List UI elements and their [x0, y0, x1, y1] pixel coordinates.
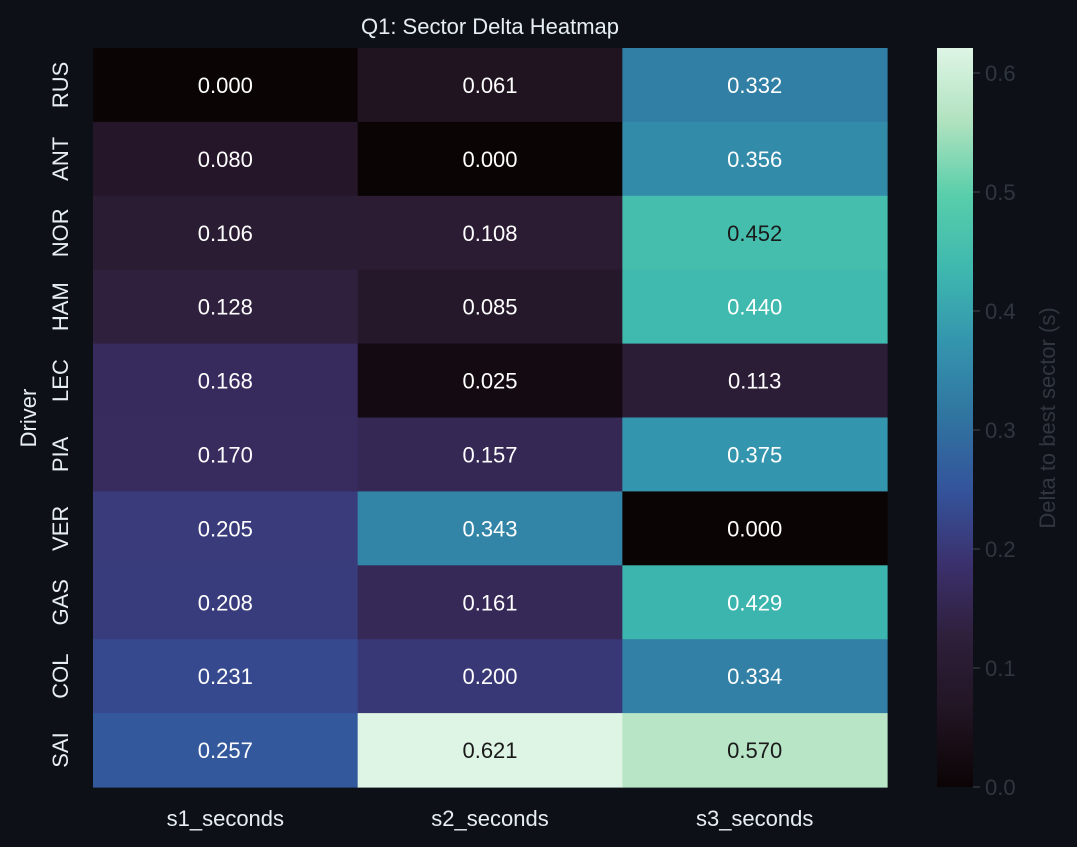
cell-value-label: 0.000	[198, 73, 253, 98]
heatmap-cell	[357, 639, 623, 714]
cell-value-label: 0.170	[198, 442, 253, 467]
cell-value-label: 0.343	[462, 516, 517, 541]
colorbar-tick-label: 0.6	[985, 61, 1016, 86]
cell-value-label: 0.128	[198, 295, 253, 320]
heatmap-cell	[357, 417, 623, 492]
cell-value-label: 0.168	[198, 369, 253, 394]
row-tick-label: HAM	[48, 282, 73, 331]
cell-value-label: 0.108	[462, 221, 517, 246]
cell-value-label: 0.000	[462, 147, 517, 172]
cell-value-label: 0.200	[462, 664, 517, 689]
heatmap-cell	[622, 269, 888, 345]
row-tick-label: ANT	[48, 137, 73, 181]
column-tick-label: s2_seconds	[431, 806, 548, 831]
cell-value-label: 0.161	[462, 590, 517, 615]
colorbar-tick-label: 0.0	[985, 775, 1016, 800]
colorbar-tick-label: 0.1	[985, 656, 1016, 681]
heatmap-cell	[622, 417, 888, 492]
heatmap-cell	[357, 195, 623, 271]
cell-value-label: 0.106	[198, 221, 253, 246]
cell-value-label: 0.000	[727, 516, 782, 541]
heatmap-cell	[93, 491, 359, 566]
heatmap-cell	[622, 565, 888, 640]
chart-title: Q1: Sector Delta Heatmap	[361, 14, 619, 39]
heatmap-cell	[622, 343, 888, 419]
row-tick-label: COL	[48, 654, 73, 699]
heatmap-cell	[622, 491, 888, 566]
heatmap-cell	[622, 48, 888, 123]
heatmap-cell	[93, 269, 359, 345]
heatmap-cell	[357, 269, 623, 345]
colorbar-ticks: 0.0 0.1 0.2 0.3 0.4 0.5 0.6	[973, 61, 1016, 800]
heatmap-cell	[622, 121, 888, 197]
cell-value-label: 0.113	[728, 369, 781, 394]
heatmap-cell	[357, 491, 623, 566]
heatmap-cell	[357, 343, 623, 419]
column-tick-label: s3_seconds	[696, 806, 813, 831]
heatmap-cell	[93, 417, 359, 492]
heatmap-cell	[357, 121, 623, 197]
colorbar-label: Delta to best sector (s)	[1035, 307, 1060, 528]
heatmap-cell	[93, 713, 359, 788]
cell-value-label: 0.205	[198, 516, 253, 541]
cell-value-label: 0.375	[727, 442, 782, 467]
cell-value-label: 0.208	[198, 590, 253, 615]
y-axis-label: Driver	[16, 389, 41, 448]
cell-value-label: 0.085	[462, 295, 517, 320]
heatmap-cell	[93, 48, 359, 123]
heatmap-cell	[622, 639, 888, 714]
cell-value-label: 0.257	[198, 738, 253, 763]
cell-value-label: 0.157	[462, 442, 517, 467]
row-tick-label: PIA	[48, 436, 73, 472]
heatmap-cell	[357, 565, 623, 640]
cell-value-label: 0.231	[198, 664, 253, 689]
colorbar-tick-label: 0.5	[985, 180, 1016, 205]
heatmap-cell	[93, 639, 359, 714]
heatmap-cell	[357, 713, 623, 788]
colorbar-tick-label: 0.3	[985, 418, 1016, 443]
cell-value-label: 0.025	[462, 369, 517, 394]
heatmap-cell	[93, 343, 359, 419]
colorbar-tick-label: 0.4	[985, 299, 1016, 324]
cell-value-label: 0.080	[198, 147, 253, 172]
cell-value-label: 0.061	[462, 73, 517, 98]
row-tick-label: LEC	[48, 359, 73, 402]
cell-value-label: 0.570	[727, 738, 782, 763]
cell-value-label: 0.334	[727, 664, 782, 689]
row-tick-label: RUS	[48, 62, 73, 108]
cell-value-label: 0.356	[727, 147, 782, 172]
colorbar-tick-label: 0.2	[985, 537, 1016, 562]
heatmap-cells: 0.000 0.061 0.332 0.080 0.000 0.356 0.106 0.108…	[93, 48, 888, 788]
heatmap-cell	[93, 195, 359, 271]
cell-value-label: 0.621	[462, 738, 517, 763]
column-tick-label: s1_seconds	[167, 806, 284, 831]
heatmap-cell	[622, 713, 888, 788]
colorbar	[937, 48, 973, 787]
column-labels: s1_seconds s2_seconds s3_seconds	[167, 806, 814, 831]
heatmap-cell	[357, 48, 623, 123]
row-labels: RUS ANT NOR HAM LEC PIA VER GAS COL SAI	[48, 62, 73, 768]
row-tick-label: GAS	[48, 579, 73, 625]
heatmap-cell	[93, 565, 359, 640]
cell-value-label: 0.332	[727, 73, 782, 98]
cell-value-label: 0.452	[727, 221, 782, 246]
cell-value-label: 0.429	[727, 590, 782, 615]
heatmap-cell	[622, 195, 888, 271]
row-tick-label: SAI	[48, 732, 73, 767]
row-tick-label: VER	[48, 506, 73, 551]
cell-value-label: 0.440	[727, 295, 782, 320]
row-tick-label: NOR	[48, 208, 73, 257]
heatmap-cell	[93, 121, 359, 197]
